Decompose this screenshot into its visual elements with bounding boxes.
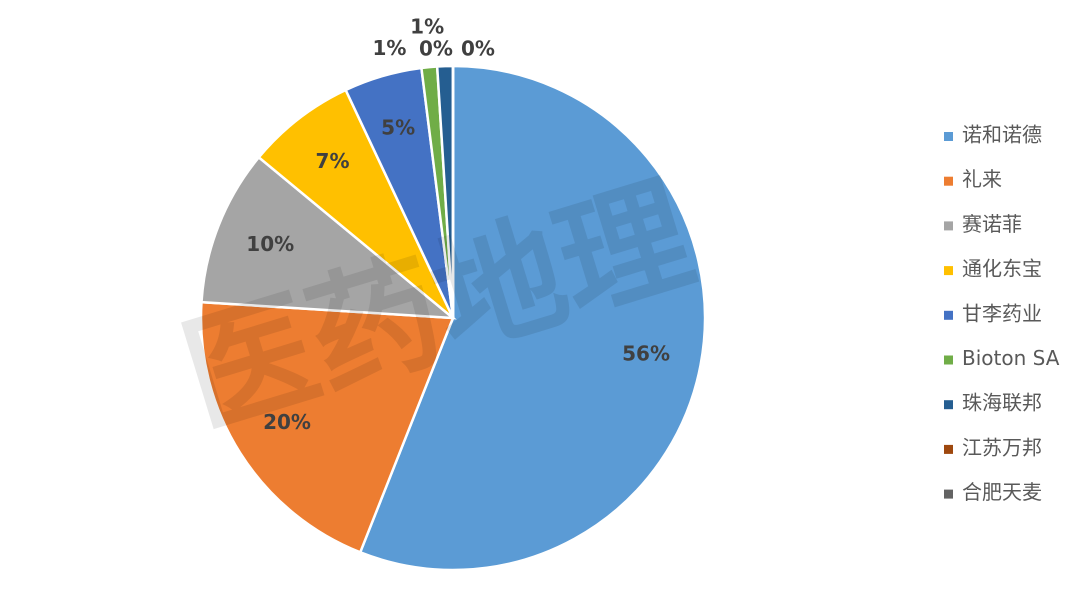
data-label: 1% bbox=[372, 36, 406, 60]
legend-swatch bbox=[944, 400, 953, 410]
pie-slice bbox=[200, 155, 457, 320]
data-label: 20% bbox=[263, 410, 311, 434]
pie-slice bbox=[358, 64, 707, 572]
pie-slice bbox=[199, 300, 455, 554]
legend-label: 珠海联邦 bbox=[962, 391, 1042, 415]
pie-slice bbox=[257, 88, 455, 319]
data-label: 0% bbox=[461, 37, 495, 61]
legend-label: 赛诺菲 bbox=[962, 212, 1022, 236]
legend-label: 合肥天麦 bbox=[962, 480, 1042, 504]
legend-swatch bbox=[944, 221, 953, 231]
data-label: 1% bbox=[410, 15, 444, 39]
legend-label: Bioton SA bbox=[962, 346, 1060, 370]
legend-swatch bbox=[944, 444, 953, 454]
legend-swatch bbox=[944, 266, 953, 276]
data-label: 56% bbox=[622, 341, 670, 365]
data-label: 5% bbox=[381, 116, 415, 140]
legend-swatch bbox=[944, 176, 953, 186]
legend-label: 通化东宝 bbox=[962, 257, 1042, 281]
legend-label: 甘李药业 bbox=[962, 301, 1042, 325]
legend-swatch bbox=[944, 310, 953, 320]
legend-label: 江苏万邦 bbox=[962, 435, 1042, 459]
legend-label: 礼来 bbox=[962, 167, 1002, 191]
legend-swatch bbox=[944, 355, 953, 365]
legend-label: 诺和诺德 bbox=[962, 123, 1042, 147]
legend-swatch bbox=[944, 132, 953, 141]
data-label: 10% bbox=[246, 232, 294, 256]
legend-swatch bbox=[944, 489, 953, 499]
data-label: 7% bbox=[316, 149, 350, 173]
data-label: 0% bbox=[419, 37, 453, 61]
